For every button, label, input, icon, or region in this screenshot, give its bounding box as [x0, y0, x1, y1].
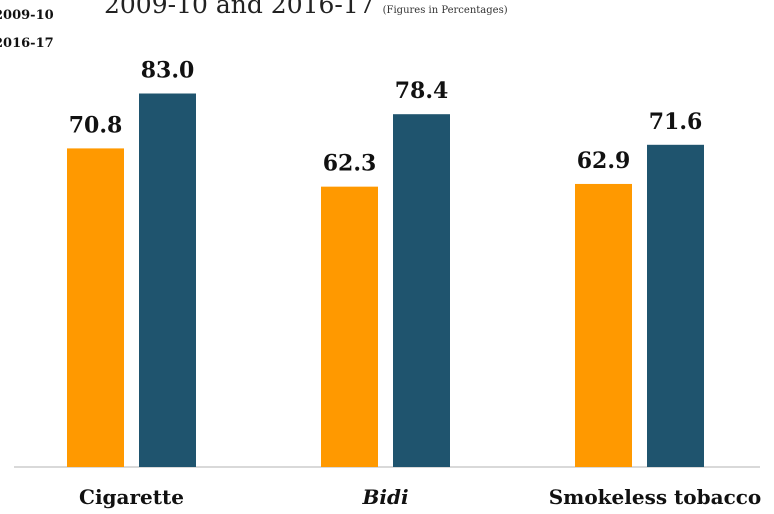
value-label-bidi-2009-10: 62.3	[323, 151, 377, 177]
category-label-bidi: Bidi	[361, 485, 408, 509]
bar-smokeless-tobacco-2016-17	[647, 144, 704, 468]
category-label-smokeless-tobacco: Smokeless tobacco	[549, 485, 762, 509]
value-label-cigarette-2016-17: 83.0	[141, 58, 195, 84]
bar-cigarette-2009-10	[67, 148, 124, 467]
chart-title: 2009-10 and 2016-17 (Figures in Percenta…	[104, 0, 508, 19]
value-label-smokeless-tobacco-2016-17: 71.6	[649, 109, 703, 135]
bar-bidi-2016-17	[393, 114, 450, 467]
bar-cigarette-2016-17	[139, 93, 196, 467]
category-label-cigarette: Cigarette	[79, 485, 184, 509]
bar-smokeless-tobacco-2009-10	[575, 183, 632, 467]
bars-group	[67, 93, 704, 468]
chart-subtitle: (Figures in Percentages)	[382, 5, 508, 16]
value-label-smokeless-tobacco-2009-10: 62.9	[577, 148, 631, 174]
value-label-bidi-2016-17: 78.4	[395, 78, 449, 104]
category-labels-group: Cigarette Bidi Smokeless tobacco	[79, 485, 761, 509]
chart-title-text: 2009-10 and 2016-17	[104, 0, 375, 19]
value-label-cigarette-2009-10: 70.8	[69, 112, 123, 138]
value-labels-group: 70.8 83.0 62.3 78.4 62.9 71.6	[69, 58, 703, 177]
bar-bidi-2009-10	[321, 186, 378, 467]
legend-label-2009-10: 2009-10	[0, 8, 54, 23]
legend-label-2016-17: 2016-17	[0, 36, 54, 51]
